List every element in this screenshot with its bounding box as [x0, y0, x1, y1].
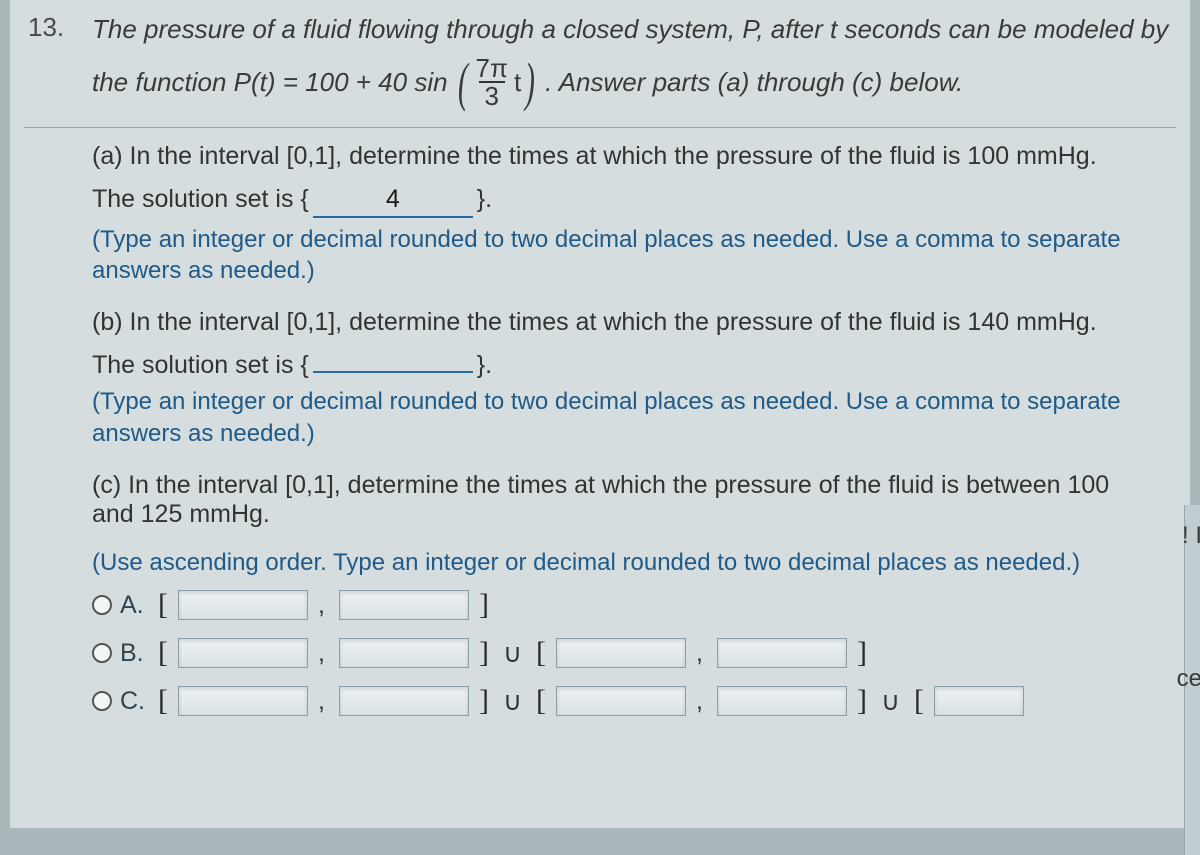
option-a-comma: ,	[316, 591, 331, 620]
part-b-tail: }.	[477, 351, 492, 380]
option-c-lbracket1: [	[156, 684, 170, 718]
stem-func-prefix: the function P(t) = 100 + 40 sin	[92, 65, 448, 100]
option-c-field1[interactable]	[178, 686, 308, 716]
fraction-num: 7π	[474, 55, 510, 81]
part-a-tail: }.	[477, 185, 492, 214]
part-b-prompt: (b) In the interval [0,1], determine the…	[92, 308, 1156, 337]
part-b-hint: (Type an integer or decimal rounded to t…	[92, 386, 1156, 448]
option-b-comma2: ,	[694, 639, 709, 668]
left-paren: (	[458, 61, 468, 104]
option-b-lbracket1: [	[156, 636, 170, 670]
fraction: 7π 3	[474, 55, 510, 109]
part-c-prompt: (c) In the interval [0,1], determine the…	[92, 471, 1156, 529]
right-paren: )	[525, 61, 535, 104]
part-b-solution-line: The solution set is { }.	[92, 351, 1156, 380]
part-b-answer-input[interactable]	[313, 369, 473, 373]
option-b-comma1: ,	[316, 639, 331, 668]
part-a-solution-line: The solution set is { 4 }.	[92, 185, 1156, 218]
stem-after: . Answer parts (a) through (c) below.	[545, 65, 963, 100]
part-c-options: A. [ , ] B. [ , ] ∪ [ , ]	[92, 588, 1156, 718]
option-a-radio[interactable]	[92, 595, 112, 615]
option-c-rbracket1: ]	[477, 684, 491, 718]
option-a-label: A.	[120, 591, 148, 620]
part-b-lead: The solution set is {	[92, 351, 309, 380]
fraction-var: t	[512, 65, 521, 100]
option-c-union1: ∪	[499, 686, 526, 717]
option-c-comma2: ,	[694, 687, 709, 716]
option-c-union2: ∪	[877, 686, 904, 717]
fraction-den: 3	[479, 81, 505, 109]
option-c-field5[interactable]	[934, 686, 1024, 716]
part-a-hint: (Type an integer or decimal rounded to t…	[92, 224, 1156, 286]
option-c-field3[interactable]	[556, 686, 686, 716]
option-c-comma1: ,	[316, 687, 331, 716]
option-a-field1[interactable]	[178, 590, 308, 620]
option-c-rbracket2: ]	[855, 684, 869, 718]
question-panel: 13. The pressure of a fluid flowing thro…	[10, 0, 1190, 828]
option-a-row: A. [ , ]	[92, 588, 1156, 622]
option-c-lbracket2: [	[534, 684, 548, 718]
option-b-row: B. [ , ] ∪ [ , ]	[92, 636, 1156, 670]
option-b-field2[interactable]	[339, 638, 469, 668]
option-c-label: C.	[120, 687, 148, 716]
option-a-field2[interactable]	[339, 590, 469, 620]
option-b-label: B.	[120, 639, 148, 668]
option-b-field3[interactable]	[556, 638, 686, 668]
option-c-row: C. [ , ] ∪ [ , ] ∪ [	[92, 684, 1156, 718]
stem-line1: The pressure of a fluid flowing through …	[92, 12, 1176, 47]
part-a-answer-input[interactable]: 4	[313, 185, 473, 218]
edge-text-2: ce	[1177, 665, 1200, 693]
problem-stem: The pressure of a fluid flowing through …	[92, 12, 1176, 109]
part-b: (b) In the interval [0,1], determine the…	[92, 308, 1156, 448]
part-c: (c) In the interval [0,1], determine the…	[92, 471, 1156, 718]
question-number: 13.	[28, 12, 64, 43]
part-c-hint: (Use ascending order. Type an integer or…	[92, 547, 1156, 578]
option-b-field1[interactable]	[178, 638, 308, 668]
edge-text-1: ! I	[1182, 522, 1200, 550]
option-c-field2[interactable]	[339, 686, 469, 716]
stem-line2: the function P(t) = 100 + 40 sin ( 7π 3 …	[92, 55, 1176, 109]
option-a-lbracket: [	[156, 588, 170, 622]
paren-group: ( 7π 3 t )	[454, 55, 540, 109]
option-a-rbracket: ]	[477, 588, 491, 622]
divider	[24, 127, 1176, 128]
option-c-radio[interactable]	[92, 691, 112, 711]
option-c-lbracket3: [	[912, 684, 926, 718]
part-a-prompt: (a) In the interval [0,1], determine the…	[92, 142, 1156, 171]
option-b-radio[interactable]	[92, 643, 112, 663]
option-c-field4[interactable]	[717, 686, 847, 716]
option-b-lbracket2: [	[534, 636, 548, 670]
part-a: (a) In the interval [0,1], determine the…	[92, 142, 1156, 286]
part-a-lead: The solution set is {	[92, 185, 309, 214]
option-b-field4[interactable]	[717, 638, 847, 668]
option-b-rbracket1: ]	[477, 636, 491, 670]
option-b-rbracket2: ]	[855, 636, 869, 670]
option-b-union1: ∪	[499, 638, 526, 669]
